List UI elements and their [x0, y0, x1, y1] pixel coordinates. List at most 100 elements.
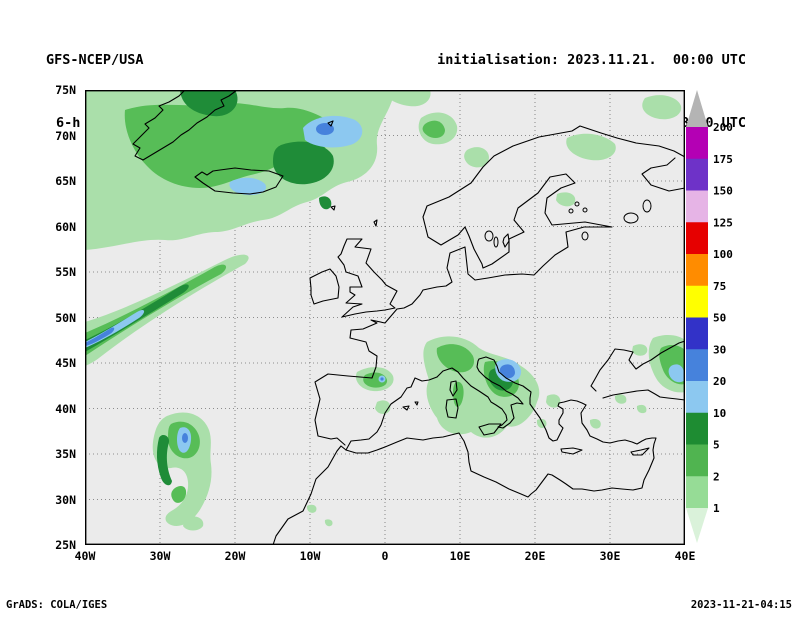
precip-shade-light — [642, 95, 682, 120]
lon-tick-label: 0 — [381, 549, 389, 563]
precip-alps-balkans — [423, 336, 601, 438]
coastline-iceland — [194, 167, 284, 195]
coastline-turkey-levant-africa — [272, 404, 657, 545]
map-canvas — [85, 90, 685, 545]
colorbar-level-label: 50 — [713, 312, 726, 325]
colorbar-level-label: 20 — [713, 375, 726, 388]
lake-peipus — [581, 231, 589, 241]
colorbar-segment — [686, 285, 708, 318]
coastline-italy — [436, 356, 524, 429]
precip-shade-mid — [436, 344, 475, 373]
lat-tick-label: 35N — [55, 447, 76, 461]
precip-shade-mid — [171, 486, 187, 503]
precip-shade-light — [589, 418, 601, 429]
lake-vattern — [493, 236, 499, 248]
lat-tick-label: 55N — [55, 265, 76, 279]
precip-core-blue — [380, 377, 384, 381]
coastline-greenland — [132, 90, 238, 161]
lat-tick-label: 70N — [55, 128, 76, 143]
precip-core-blue — [499, 364, 515, 379]
colorbar-segment — [686, 222, 708, 255]
lake-finland-1 — [574, 201, 580, 207]
map-area — [85, 90, 685, 545]
island-gotland — [502, 233, 510, 248]
lon-tick-label: 40W — [74, 549, 96, 563]
colorbar-segment — [686, 412, 708, 445]
lon-tick-label: 10W — [299, 549, 321, 563]
generation-timestamp: 2023-11-21-04:15 — [690, 599, 792, 611]
precip-shade-light — [556, 192, 576, 207]
colorbar-segment — [686, 444, 708, 477]
lat-tick-label: 65N — [55, 174, 76, 188]
precip-midatlantic-front — [85, 254, 249, 366]
initialisation-label: initialisation: 2023.11.21. 00:00 UTC — [437, 52, 746, 68]
precip-shade-light — [636, 404, 647, 414]
precip-shade-mid — [422, 120, 445, 138]
coastline-atlantic-europe — [314, 125, 685, 446]
lon-tick-label: 40E — [674, 549, 696, 563]
precip-north-atlantic — [85, 90, 395, 250]
colorbar-level-label: 200 — [713, 121, 733, 134]
precip-shade-dark — [180, 90, 238, 117]
precip-shade-mid — [452, 381, 464, 407]
coastline-iberia-med — [345, 376, 438, 451]
lake-onega — [642, 199, 652, 213]
precip-shade-light — [566, 133, 616, 161]
model-title: GFS-NCEP/USA — [46, 52, 144, 68]
colorbar: 200 175 150 125 100 75 50 30 20 10 5 2 1 — [686, 88, 738, 546]
island-jan-mayen — [327, 120, 334, 127]
precip-shade-mid — [124, 103, 340, 188]
island-corsica — [449, 380, 458, 397]
precip-africa-spots — [306, 504, 333, 527]
lat-tick-label: 25N — [55, 538, 76, 552]
precip-shade-dark — [273, 141, 334, 185]
colorbar-arrow-bottom — [686, 508, 708, 543]
lake-finland-2 — [582, 207, 588, 213]
colorbar-level-label: 10 — [713, 407, 726, 420]
colorbar-level-label: 1 — [713, 502, 720, 515]
colorbar-level-label: 125 — [713, 216, 733, 229]
colorbar-segment — [686, 476, 708, 509]
lat-tick-label: 75N — [55, 83, 76, 97]
graticule-grid — [85, 90, 685, 545]
colorbar-level-label: 5 — [713, 439, 720, 452]
coastline-ireland — [309, 268, 340, 305]
coastline-adriatic-greece — [485, 356, 587, 442]
island-balearics — [402, 401, 419, 411]
precip-shade-light — [183, 516, 204, 531]
colorbar-level-label: 175 — [713, 153, 733, 166]
island-sicily — [478, 423, 502, 436]
colorbar-level-label: 150 — [713, 185, 733, 198]
colorbar-segment — [686, 349, 708, 382]
precip-shade-light — [546, 394, 561, 408]
precip-shade-dark — [156, 435, 172, 486]
lat-tick-label: 40N — [55, 401, 76, 416]
lat-tick-label: 45N — [55, 356, 76, 370]
coastline-white-sea — [641, 157, 685, 192]
precip-core-blue — [85, 327, 115, 346]
coastlines — [132, 90, 685, 545]
lat-tick-label: 60N — [55, 219, 76, 234]
colorbar-segment — [686, 254, 708, 287]
precip-shade-light — [632, 344, 648, 356]
lat-tick-label: 30N — [55, 492, 76, 507]
precip-shade-light — [324, 519, 333, 527]
island-faroe — [330, 205, 336, 211]
lon-tick-label: 30W — [149, 549, 171, 563]
colorbar-segment — [686, 317, 708, 350]
lon-tick-label: 10E — [449, 549, 471, 563]
precip-shade-blue — [229, 177, 267, 196]
colorbar-svg: 200 175 150 125 100 75 50 30 20 10 5 2 1 — [686, 90, 733, 543]
grads-credit: GrADS: COLA/IGES — [6, 599, 108, 611]
colorbar-segment — [686, 381, 708, 414]
precip-shade-light — [464, 147, 489, 168]
latitude-axis: 75N 70N 65N 60N 55N 50N 45N 40N 35N 30N 25N — [0, 83, 81, 552]
lake-ladoga — [623, 212, 639, 224]
lake-vanern — [484, 230, 494, 242]
precip-scandinavia — [383, 90, 682, 207]
precip-shade-light — [85, 254, 249, 366]
lon-tick-label: 20E — [524, 549, 546, 563]
precip-subtropical-swirl — [152, 412, 212, 531]
island-cyprus — [630, 447, 650, 456]
precip-core-blue — [182, 433, 188, 443]
